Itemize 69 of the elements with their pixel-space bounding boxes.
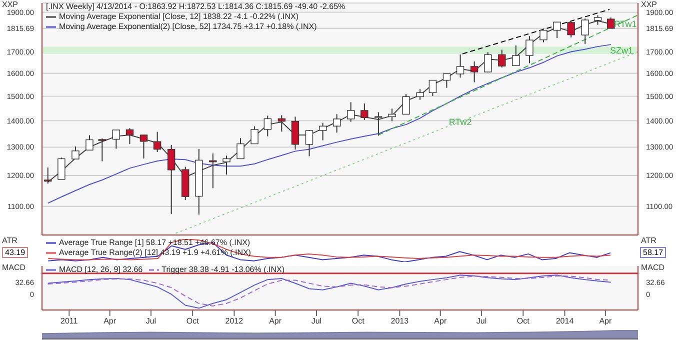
candlestick	[44, 167, 52, 184]
candlestick	[581, 18, 589, 45]
candlestick	[567, 21, 575, 38]
candlestick	[374, 112, 382, 136]
text: 58.17	[640, 247, 666, 258]
candlestick	[428, 80, 437, 96]
legend-label: Moving Average Exponential [Close, 12] 1838.22 -4.1 -0.22% (.INX)	[59, 12, 299, 22]
candlestick	[540, 28, 548, 43]
y-axis-title: ATR	[2, 236, 18, 245]
candlestick	[402, 93, 410, 115]
candlestick	[594, 14, 602, 26]
candlestick	[360, 102, 368, 120]
candlestick	[332, 114, 341, 134]
candlestick	[416, 88, 424, 100]
x-tick-label: Oct	[352, 316, 366, 326]
candlestick	[140, 134, 148, 159]
candlestick	[470, 60, 478, 83]
chart-title: [.INX Weekly] 4/13/2014 - O:1863.92 H:1872.53 L:1814.36 C:1815.69 -49.40 -2.65%	[46, 2, 346, 12]
x-tick-label: Apr	[434, 316, 447, 326]
annotation: RTw2	[448, 117, 472, 128]
candlestick	[278, 114, 286, 132]
candlestick	[305, 129, 314, 157]
candlestick	[222, 155, 230, 176]
candlestick	[236, 138, 244, 160]
candlestick	[484, 52, 492, 73]
x-tick-label: 2013	[390, 316, 410, 326]
legend-label: MACD [12, 26, 9] 32.66	[59, 265, 143, 275]
candlestick	[442, 73, 451, 88]
candlestick	[167, 144, 176, 214]
candlestick	[291, 116, 300, 150]
y2-axis-title: MACD	[641, 263, 665, 272]
candlestick	[112, 129, 120, 150]
candlestick	[126, 128, 134, 145]
candlestick	[250, 126, 258, 144]
x-tick-label: Apr	[269, 316, 282, 326]
x-tick-label: 2014	[556, 316, 574, 326]
y-axis-title: XXP	[2, 0, 18, 9]
y2-axis-title: XXP	[641, 0, 658, 9]
candlestick	[526, 36, 534, 64]
candlestick	[98, 138, 106, 162]
x-tick-label: Jul	[311, 316, 322, 326]
candlestick	[388, 108, 396, 122]
candlestick	[58, 157, 66, 180]
legend-label: Trigger 38.38 -4.91 -13.06% (.INX)	[162, 265, 284, 275]
candlestick	[264, 115, 272, 137]
x-tick-label: Jul	[476, 316, 487, 326]
candlestick	[153, 131, 162, 153]
candlestick	[318, 122, 327, 141]
x-tick-label: Jul	[146, 316, 156, 326]
candlestick	[456, 54, 464, 78]
candlestick	[512, 45, 520, 67]
annotation: RTw1	[614, 18, 637, 29]
y2-axis-title: ATR	[641, 236, 656, 245]
x-tick-label: Apr	[104, 316, 116, 326]
x-tick-label: Oct	[516, 316, 530, 326]
text: 43.19	[2, 247, 28, 258]
x-tick-label: Oct	[186, 316, 200, 326]
line-series	[47, 44, 612, 204]
x-tick-label: Apr	[599, 316, 612, 326]
candlestick	[553, 21, 561, 39]
candlestick	[86, 134, 94, 151]
candlestick	[347, 102, 355, 122]
band-label: SZw1	[610, 45, 633, 56]
y-axis-title: MACD	[2, 263, 26, 272]
legend-label: Moving Average Exponential(2) [Close, 52] 1734.75 +3.17 +0.18% (.INX)	[59, 22, 317, 32]
x-tick-label: 2012	[225, 316, 244, 326]
candlestick	[72, 146, 80, 160]
candlestick	[498, 49, 506, 68]
x-tick-label: 2011	[60, 316, 78, 326]
